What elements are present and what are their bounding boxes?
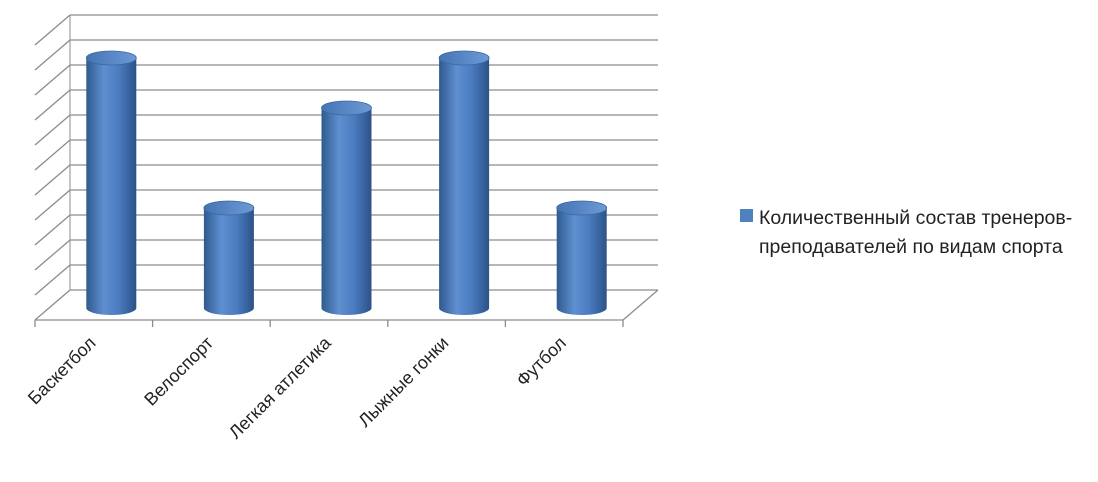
category-label: Баскетбол <box>24 333 100 409</box>
bar-cap <box>203 200 255 216</box>
legend-label: Количественный состав тренеров-преподава… <box>759 207 1073 258</box>
bar-body <box>203 208 254 316</box>
bar-cap <box>321 100 372 116</box>
gridline-side <box>34 189 71 221</box>
gridline-side <box>34 214 71 246</box>
gridline-side <box>34 39 71 71</box>
category-label: Футбол <box>512 333 570 391</box>
gridline-side <box>34 239 71 271</box>
bar <box>556 200 608 316</box>
gridline-side <box>34 289 71 321</box>
bar <box>203 200 255 316</box>
bar <box>85 50 137 316</box>
gridline-side <box>34 89 71 121</box>
bar-cap <box>85 50 137 66</box>
gridline-side <box>34 264 71 296</box>
legend: Количественный состав тренеров-преподава… <box>740 204 1085 262</box>
bar-body <box>86 58 137 316</box>
bar-cap <box>438 50 490 66</box>
bar-body <box>556 208 607 316</box>
gridline-side <box>34 14 71 46</box>
legend-swatch <box>740 209 753 222</box>
gridline-side <box>34 164 71 196</box>
gridline-side <box>34 139 71 171</box>
bar-cap <box>556 200 608 216</box>
category-label: Легкая атлетика <box>225 332 336 443</box>
category-label: Лыжные гонки <box>354 333 452 431</box>
bar <box>438 50 490 316</box>
category-label: Велоспорт <box>140 333 217 410</box>
floor-right-edge <box>622 289 659 321</box>
bar-body <box>321 108 372 316</box>
gridline-side <box>34 64 71 96</box>
bar-body <box>439 58 490 316</box>
bar <box>321 100 372 316</box>
gridline-side <box>34 114 71 146</box>
